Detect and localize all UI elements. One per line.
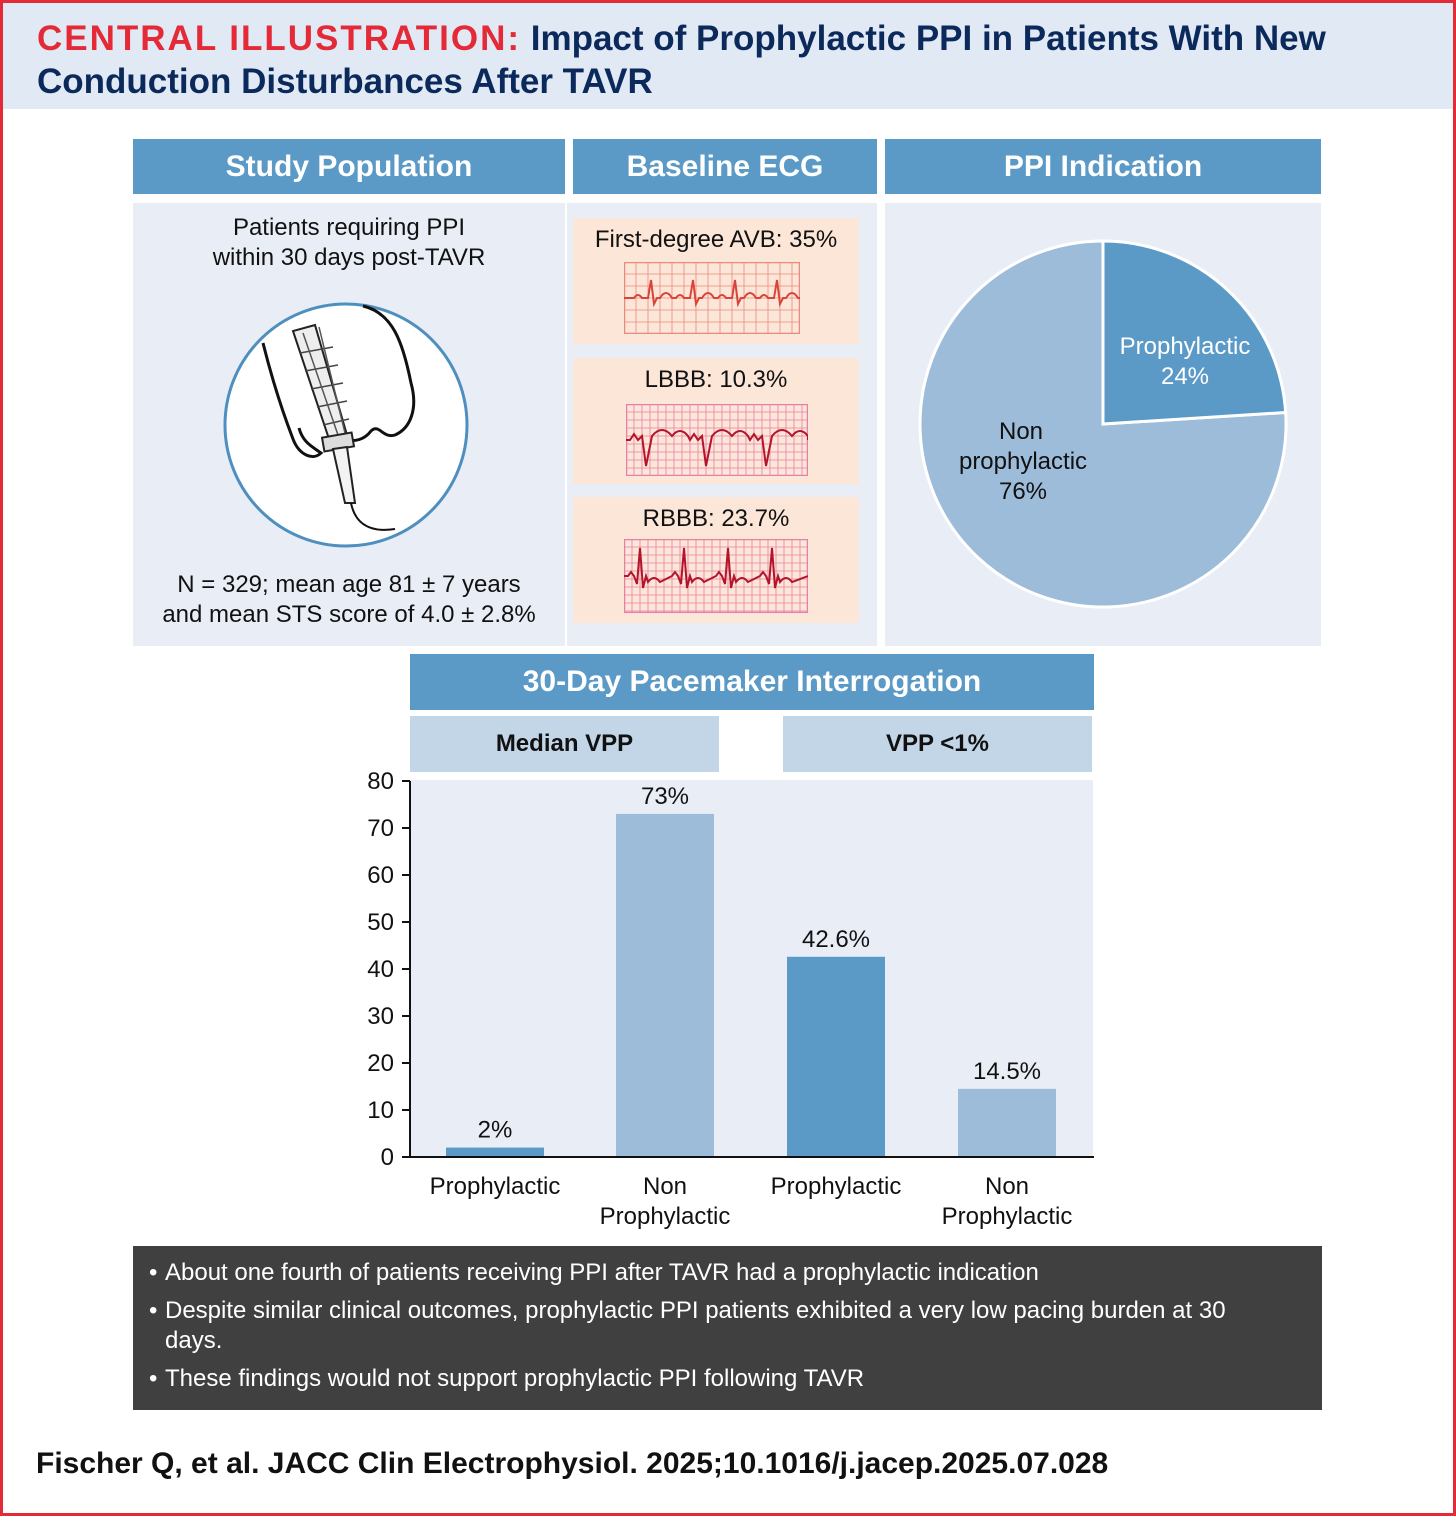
y-tick-label: 10 bbox=[367, 1097, 394, 1124]
ecg-label-rbbb: RBBB: 23.7% bbox=[642, 505, 790, 532]
pie-value-prophylactic: 24% bbox=[1161, 363, 1209, 390]
finding-2-text: Despite similar clinical outcomes, proph… bbox=[165, 1297, 1226, 1354]
ppi-indication-panel: Prophylactic 24% Non prophylactic 76% bbox=[885, 203, 1321, 646]
bar-value-label: 42.6% bbox=[802, 926, 870, 953]
x-category-label: Non bbox=[643, 1173, 687, 1200]
ppi-indication-header: PPI Indication bbox=[885, 139, 1321, 194]
study-population-panel: Patients requiring PPI within 30 days po… bbox=[133, 203, 565, 646]
pie-label-non-line2: prophylactic bbox=[959, 448, 1087, 475]
bullet-2: • bbox=[149, 1297, 158, 1324]
stats-line-1: N = 329; mean age 81 ± 7 years bbox=[177, 571, 521, 598]
tavr-illustration bbox=[223, 302, 469, 548]
ecg-trace-avb bbox=[624, 262, 800, 334]
pie-slice-non-prophylactic bbox=[918, 239, 1288, 609]
figure-title: CENTRAL ILLUSTRATION: Impact of Prophyla… bbox=[37, 17, 1437, 103]
finding-1: • About one fourth of patients receiving … bbox=[149, 1258, 1306, 1288]
population-line-1: Patients requiring PPI bbox=[232, 214, 466, 241]
ecg-waveform bbox=[624, 547, 808, 589]
pie-slice-prophylactic bbox=[1101, 239, 1288, 426]
group-header-median-vpp: Median VPP bbox=[410, 716, 719, 772]
x-category-label-line2: Prophylactic bbox=[942, 1203, 1073, 1230]
bar-value-label: 2% bbox=[478, 1117, 513, 1144]
ppi-pie-chart: Prophylactic 24% Non prophylactic 76% bbox=[918, 239, 1288, 609]
y-tick-label: 70 bbox=[367, 815, 394, 842]
x-category-label-line2: Prophylactic bbox=[600, 1203, 731, 1230]
bar-value-label: 14.5% bbox=[973, 1058, 1041, 1085]
finding-2: • Despite similar clinical outcomes, prop… bbox=[149, 1296, 1306, 1356]
finding-1-text: About one fourth of patients receiving P… bbox=[165, 1259, 1039, 1286]
ecg-card-avb: First-degree AVB: 35% bbox=[573, 218, 859, 344]
population-line-2: within 30 days post-TAVR bbox=[212, 244, 486, 271]
key-findings: • About one fourth of patients receiving … bbox=[133, 1246, 1322, 1410]
pie-label-non-line1: Non bbox=[999, 418, 1043, 445]
pie-label-prophylactic: Prophylactic bbox=[1120, 333, 1251, 360]
y-tick-label: 60 bbox=[367, 862, 394, 889]
finding-3: • These findings would not support prophy… bbox=[149, 1364, 1306, 1394]
y-tick-label: 20 bbox=[367, 1050, 394, 1077]
ecg-trace-rbbb bbox=[624, 539, 808, 613]
ecg-card-rbbb: RBBB: 23.7% bbox=[573, 497, 859, 623]
bar-value-label: 73% bbox=[641, 783, 689, 810]
guidewire bbox=[350, 502, 396, 531]
ecg-label-lbbb: LBBB: 10.3% bbox=[644, 366, 788, 393]
bullet-3: • bbox=[149, 1365, 158, 1392]
pie-value-non: 76% bbox=[999, 478, 1047, 505]
bar-2 bbox=[616, 813, 714, 1157]
x-category-label: Prophylactic bbox=[771, 1173, 902, 1200]
delivery-catheter bbox=[331, 445, 357, 504]
bar-4 bbox=[958, 1088, 1056, 1157]
ecg-label-avb: First-degree AVB: 35% bbox=[594, 226, 838, 253]
bar-3 bbox=[787, 956, 885, 1157]
interrogation-header: 30-Day Pacemaker Interrogation bbox=[410, 654, 1094, 710]
pacing-bar-chart: 2% 73% 42.6% 14.5% 0 10 20 30 40 50 60 70 80 Prophyl… bbox=[367, 768, 1094, 1230]
stats-line-2: and mean STS score of 4.0 ± 2.8% bbox=[162, 601, 536, 628]
ecg-waveform bbox=[626, 429, 808, 467]
title-band: CENTRAL ILLUSTRATION: Impact of Prophyla… bbox=[3, 3, 1453, 109]
y-tick-label: 80 bbox=[367, 768, 394, 795]
study-population-header: Study Population bbox=[133, 139, 565, 194]
ecg-trace-lbbb bbox=[626, 404, 808, 476]
citation: Fischer Q, et al. JACC Clin Electrophysi… bbox=[36, 1447, 1109, 1480]
finding-3-text: These findings would not support prophyl… bbox=[165, 1365, 865, 1392]
y-tick-label: 30 bbox=[367, 1003, 394, 1030]
y-tick-label: 40 bbox=[367, 956, 394, 983]
bullet-1: • bbox=[149, 1259, 158, 1286]
baseline-ecg-header: Baseline ECG bbox=[573, 139, 877, 194]
population-description: Patients requiring PPI within 30 days po… bbox=[133, 213, 565, 273]
x-category-label: Non bbox=[985, 1173, 1029, 1200]
title-text: Impact of Prophylactic PPI in Patients W… bbox=[37, 19, 1326, 101]
y-tick-label: 50 bbox=[367, 909, 394, 936]
ventricle-outline bbox=[261, 342, 324, 458]
aorta-outline bbox=[342, 304, 416, 443]
group-header-vpp-lt1: VPP <1% bbox=[783, 716, 1092, 772]
population-stats: N = 329; mean age 81 ± 7 years and mean … bbox=[133, 570, 565, 630]
ecg-card-lbbb: LBBB: 10.3% bbox=[573, 358, 859, 484]
ecg-waveform bbox=[624, 279, 800, 308]
y-tick-label: 0 bbox=[381, 1144, 394, 1171]
title-lead: CENTRAL ILLUSTRATION: bbox=[37, 19, 521, 58]
x-category-label: Prophylactic bbox=[430, 1173, 561, 1200]
bar-1 bbox=[446, 1147, 544, 1157]
